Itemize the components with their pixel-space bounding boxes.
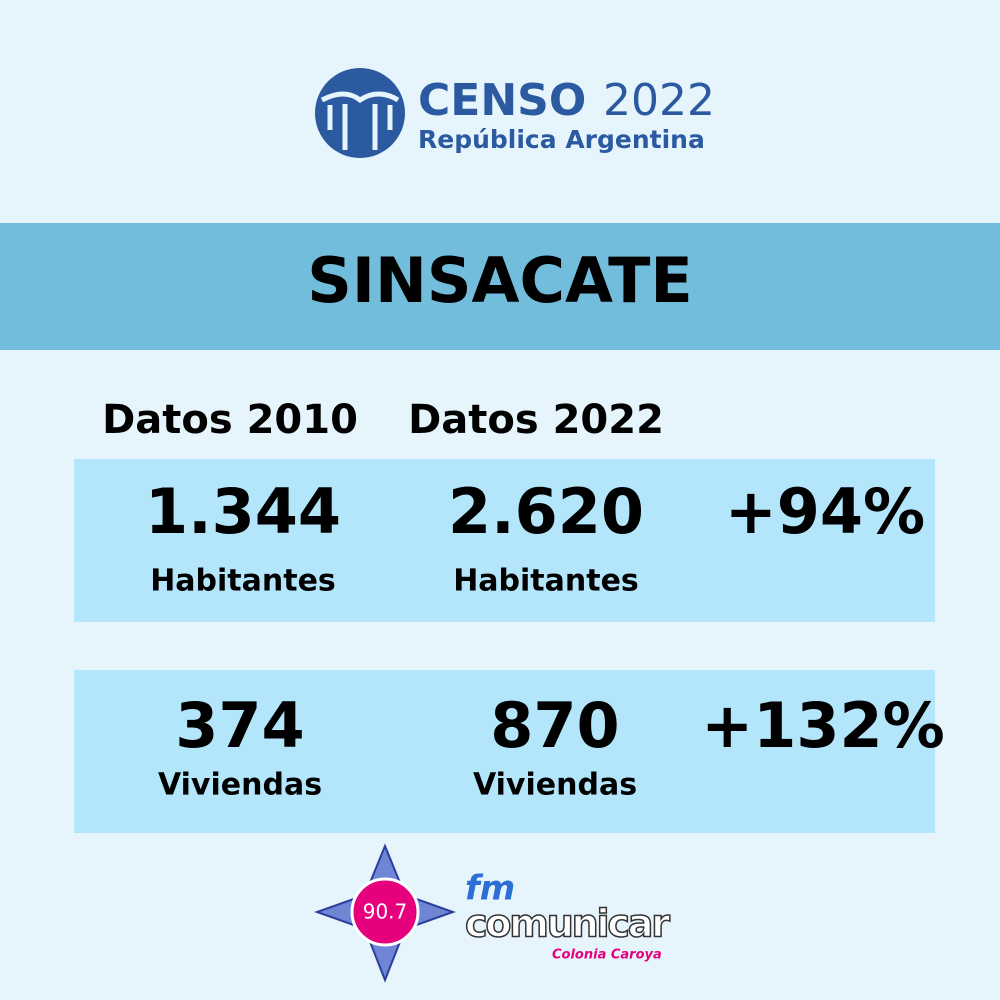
frequency: 90.7 — [363, 900, 408, 924]
label-2010: Viviendas — [158, 768, 322, 803]
label-2022: Viviendas — [473, 768, 637, 803]
label-2022: Habitantes — [453, 564, 639, 599]
radio-logo: 90.7 fm comunicar Colonia Caroya — [314, 843, 671, 983]
station: comunicar — [465, 902, 670, 946]
value-2010: 1.344 — [145, 475, 341, 548]
banner — [0, 223, 1000, 350]
banner-title: SINSACATE — [307, 244, 693, 317]
value-2022: 2.620 — [448, 475, 644, 548]
logo-year: 2022 — [603, 75, 715, 126]
row-box — [74, 459, 935, 622]
value-2010: 374 — [175, 689, 304, 762]
census-logo: CENSO 2022 República Argentina — [315, 68, 715, 158]
logo-disc — [350, 877, 420, 947]
label-2010: Habitantes — [150, 564, 336, 599]
logo-emblem — [315, 68, 405, 158]
column-header: Datos 2010 — [102, 397, 358, 443]
logo-brand: CENSO — [418, 75, 586, 126]
change: +132% — [701, 689, 945, 762]
logo-emblem-lines — [320, 91, 400, 150]
column-header: Datos 2022 — [408, 397, 664, 443]
band: fm — [465, 869, 515, 909]
change: +94% — [725, 475, 925, 548]
city: Colonia Caroya — [552, 948, 662, 963]
row-box — [74, 670, 935, 833]
logo-country: República Argentina — [418, 125, 705, 154]
value-2022: 870 — [490, 689, 619, 762]
